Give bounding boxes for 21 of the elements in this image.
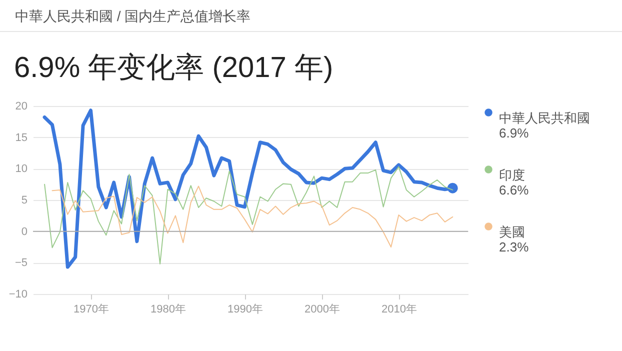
y-tick-label: 10 (15, 163, 28, 176)
text: 6.9% (499, 126, 530, 140)
chart-title: 6.9% 年变化率 (2017 年) (13, 51, 334, 86)
x-tick-label: 1970年 (74, 304, 109, 316)
x-tick-label: 1990年 (227, 304, 263, 316)
y-tick-label: 5 (21, 194, 28, 206)
y-tick-label: 20 (15, 100, 28, 112)
text: 6.6% (499, 182, 530, 198)
y-tick-label: 0 (21, 226, 28, 238)
legend-label: 印度 (499, 168, 525, 182)
legend-label: 美國 (499, 224, 525, 240)
text: 2.3% (499, 240, 530, 254)
x-tick-label: 2000年 (304, 304, 340, 316)
line-series (52, 186, 454, 248)
y-tick-label: −10 (8, 288, 28, 300)
x-tick-label: 2010年 (381, 304, 417, 316)
chart-subtitle: 中華人民共和國 / 国内生产总值增长率 (0, 0, 622, 32)
legend-label: 中華人民共和國 (499, 110, 590, 126)
y-tick-label: 15 (15, 132, 28, 144)
y-tick-label: −5 (14, 257, 28, 270)
x-tick-label: 1980年 (150, 304, 186, 316)
